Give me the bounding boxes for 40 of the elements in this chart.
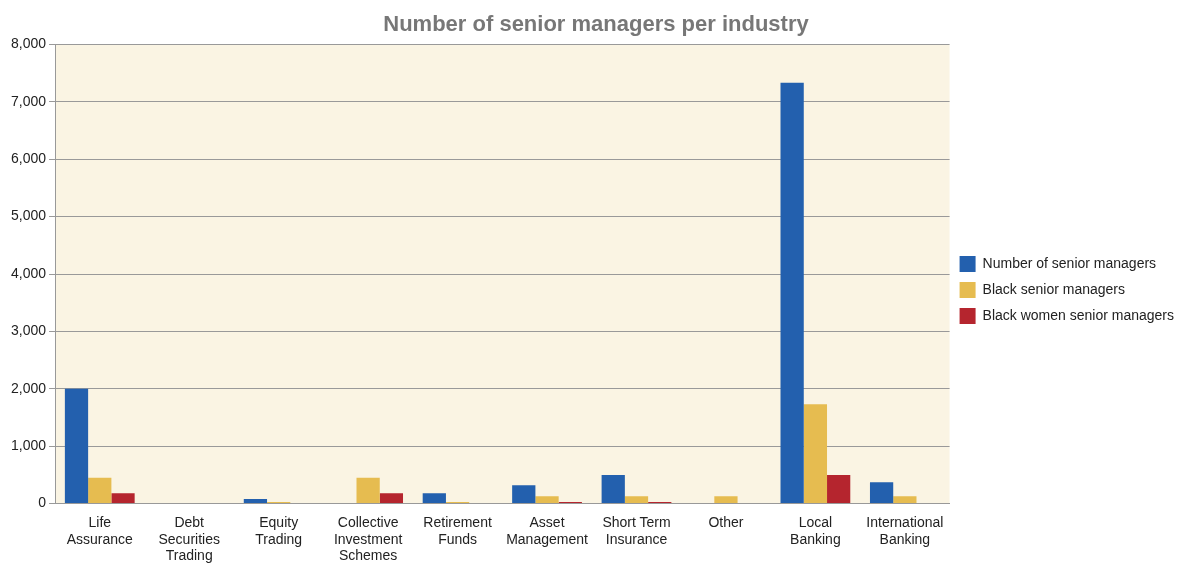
bar [869, 482, 894, 504]
legend-label: Black senior managers [982, 280, 1125, 297]
x-tick-label: Short Term Insurance [602, 513, 671, 547]
bar [422, 493, 446, 504]
y-tick-label: 8,000 [10, 35, 47, 52]
bar [356, 477, 380, 504]
chart-title: Number of senior managers per industry [383, 11, 810, 37]
bar [111, 493, 135, 504]
y-tick-label: 4,000 [10, 264, 47, 281]
bar [535, 496, 559, 504]
y-tick-label: 2,000 [10, 379, 47, 396]
legend-label: Black women senior managers [982, 306, 1174, 323]
x-tick-label: Debt Securities Trading [158, 513, 220, 564]
y-tick-label: 3,000 [10, 322, 47, 339]
x-tick-label: Asset Management [506, 513, 588, 547]
bar [624, 496, 649, 504]
x-tick-label: Other [708, 513, 744, 530]
x-tick-label: Retirement Funds [423, 513, 492, 547]
bar [780, 82, 804, 504]
bar [64, 388, 89, 504]
bar [379, 493, 404, 504]
bar [601, 474, 625, 504]
bar [827, 474, 851, 504]
bar [893, 496, 917, 504]
x-tick-label: Life Assurance [66, 513, 134, 547]
x-tick-label: Local Banking [790, 513, 841, 547]
bar [803, 404, 828, 504]
y-tick-label: 0 [38, 494, 47, 511]
y-tick-label: 6,000 [10, 150, 47, 167]
x-tick-label: Collective Investment Schemes [333, 513, 403, 564]
bar [243, 499, 268, 504]
y-tick-label: 1,000 [10, 437, 47, 454]
bar [88, 477, 112, 504]
bar [714, 496, 738, 504]
legend-label: Number of senior managers [982, 254, 1157, 271]
x-tick-label: International Banking [866, 513, 944, 547]
x-tick-label: Equity Trading [255, 513, 303, 547]
y-tick-label: 7,000 [10, 92, 47, 109]
y-tick-label: 5,000 [10, 207, 47, 224]
bar [512, 485, 536, 504]
